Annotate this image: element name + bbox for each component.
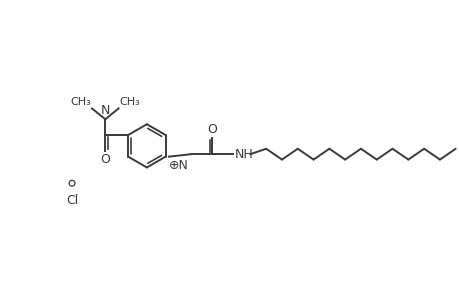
Text: ⊕N: ⊕N — [168, 159, 188, 172]
Text: NH: NH — [234, 148, 253, 161]
Text: CH₃: CH₃ — [120, 97, 140, 107]
Text: Cl: Cl — [66, 194, 78, 207]
Text: N: N — [101, 104, 110, 117]
Text: CH₃: CH₃ — [70, 97, 90, 107]
Text: O: O — [100, 153, 110, 166]
Text: O: O — [207, 123, 217, 136]
